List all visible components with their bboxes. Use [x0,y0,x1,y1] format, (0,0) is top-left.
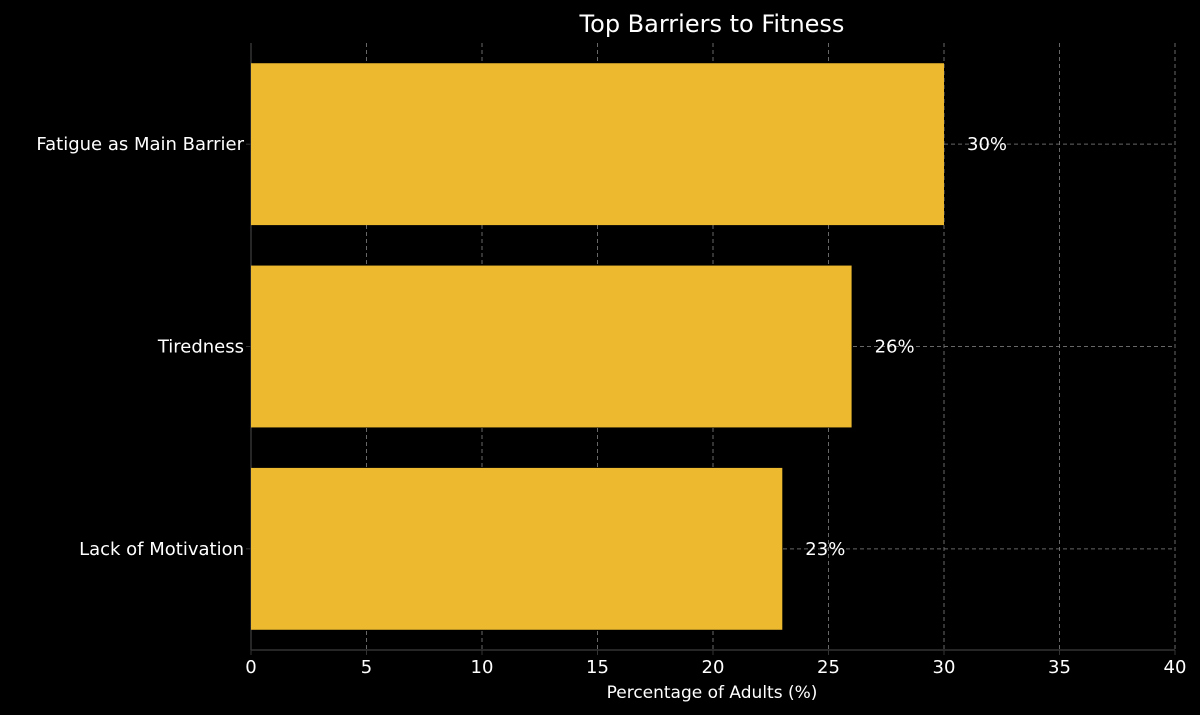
bar [251,265,852,428]
x-tick-label: 10 [471,657,494,678]
labels: 0 5 10 15 20 25 30 35 40 Fatigue as Main Barrier 3… [36,134,1186,678]
x-axis-label: Percentage of Adults (%) [607,683,818,703]
bars [251,63,944,630]
x-tick-label: 0 [245,657,256,678]
x-tick-label: 30 [933,657,956,678]
value-label: 30% [967,134,1007,155]
x-tick-label: 40 [1164,657,1187,678]
x-tick-label: 25 [817,657,840,678]
category-label: Fatigue as Main Barrier [36,134,244,155]
category-label: Tiredness [157,337,244,358]
bar [251,63,944,226]
x-tick-label: 35 [1048,657,1071,678]
chart-title: Top Barriers to Fitness [579,10,845,38]
x-tick-label: 5 [361,657,372,678]
category-label: Lack of Motivation [79,539,244,560]
value-label: 23% [805,539,845,560]
x-tick-label: 15 [586,657,609,678]
x-tick-label: 20 [702,657,725,678]
value-label: 26% [875,337,915,358]
bar [251,467,783,630]
